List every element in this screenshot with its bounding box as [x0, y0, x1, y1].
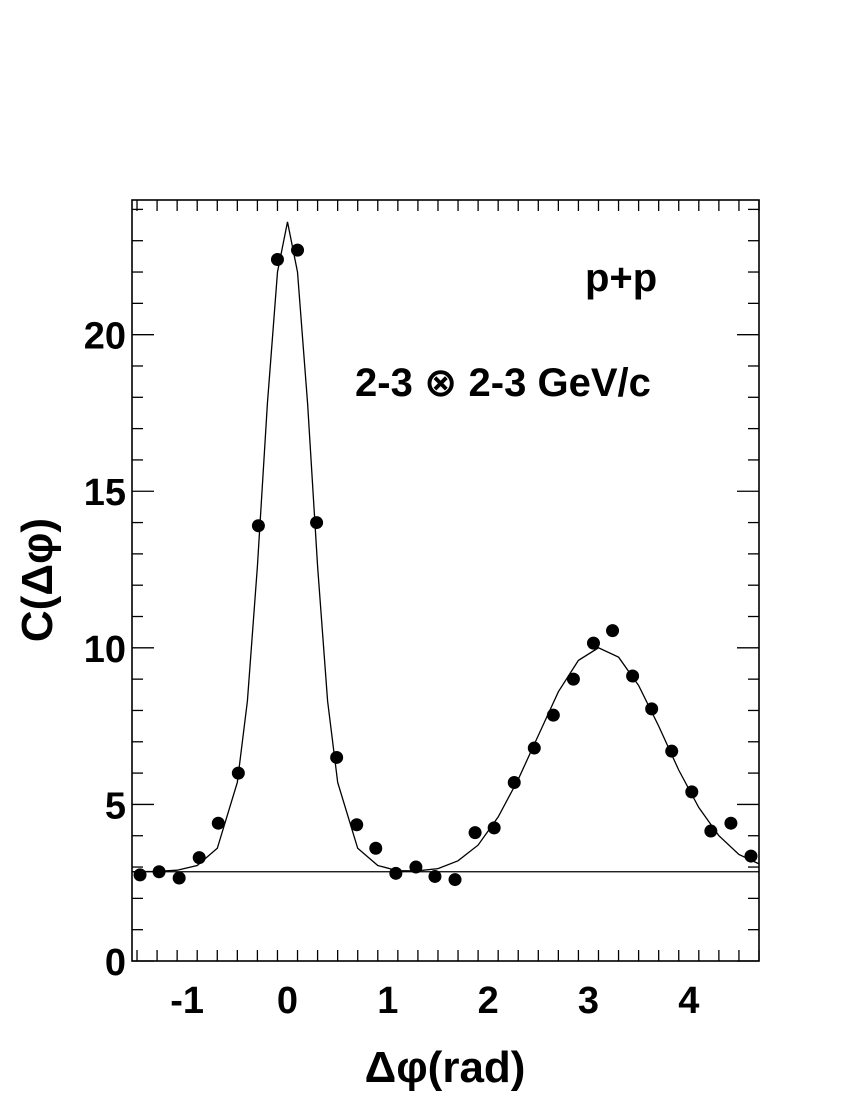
- fit-curve: [131, 221, 760, 873]
- x-tick-label: 2: [478, 980, 499, 1022]
- x-tick-label: 0: [277, 980, 298, 1022]
- data-point: [448, 873, 462, 887]
- data-point: [468, 826, 482, 840]
- data-point: [606, 624, 620, 638]
- ticks-layer: [132, 200, 760, 962]
- data-point: [685, 785, 699, 799]
- data-point: [724, 816, 738, 830]
- y-tick-label: 20: [84, 316, 126, 358]
- y-tick-label: 5: [105, 785, 126, 827]
- data-point: [231, 766, 245, 780]
- data-point: [251, 519, 265, 533]
- plot-frame: [131, 199, 760, 962]
- data-point: [192, 851, 206, 865]
- y-tick-label: 10: [84, 629, 126, 671]
- tick-labels-layer: -1 0 1 2 3 4 0 5 10 15 20: [84, 316, 700, 1022]
- data-point: [487, 821, 501, 835]
- data-point: [310, 516, 324, 530]
- data-points-layer: [133, 243, 758, 887]
- data-point: [645, 702, 659, 716]
- x-tick-label: -1: [170, 980, 204, 1022]
- data-point: [428, 869, 442, 883]
- data-point: [744, 849, 758, 863]
- data-point: [330, 750, 344, 764]
- data-point: [704, 824, 718, 838]
- y-axis-label: C(Δφ): [13, 518, 62, 642]
- data-point: [665, 744, 679, 758]
- x-tick-label: 3: [578, 980, 599, 1022]
- data-point: [270, 253, 284, 267]
- data-point: [350, 818, 364, 832]
- data-point: [172, 871, 186, 885]
- data-point: [507, 775, 521, 789]
- data-point: [211, 816, 225, 830]
- data-point: [546, 708, 560, 722]
- x-axis-label: Δφ(rad): [365, 1043, 526, 1092]
- data-point: [291, 243, 305, 257]
- x-tick-label: 4: [678, 980, 699, 1022]
- x-tick-label: 1: [377, 980, 398, 1022]
- y-tick-label: 15: [84, 472, 126, 514]
- annotation-collision-system: p+p: [585, 256, 657, 300]
- data-point: [566, 672, 580, 686]
- data-point: [409, 860, 423, 874]
- data-point: [389, 866, 403, 880]
- data-point: [527, 741, 541, 755]
- data-point: [586, 636, 600, 650]
- data-point: [133, 868, 147, 882]
- fit-lines-layer: [131, 221, 760, 873]
- annotation-pt-range: 2-3 ⊗ 2-3 GeV/c: [355, 361, 651, 405]
- data-point: [152, 865, 166, 879]
- data-point: [369, 841, 383, 855]
- y-tick-label: 0: [105, 942, 126, 984]
- data-point: [626, 669, 640, 683]
